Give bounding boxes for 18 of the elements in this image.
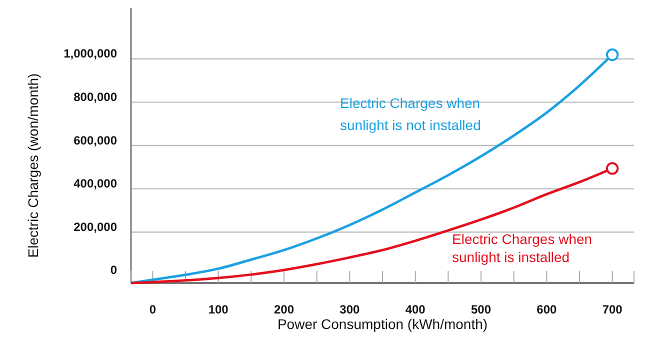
series-label: Electric Charges when sunlight is not installed <box>340 95 481 133</box>
x-tick-label: 100 <box>208 302 229 317</box>
y-axis-title: Electric Charges (won/month) <box>25 73 41 258</box>
x-tick-label: 200 <box>274 302 294 317</box>
x-axis-title: Power Consumption (kWh/month) <box>277 316 488 332</box>
y-tick-label: 200,000 <box>74 220 118 234</box>
y-tick-label: 600,000 <box>74 133 118 148</box>
series-label: Electric Charges when sunlight is installed <box>452 231 592 265</box>
x-tick-label: 600 <box>536 302 557 317</box>
x-tick-label: 700 <box>602 302 623 317</box>
x-tick-label: 500 <box>470 302 492 317</box>
y-tick-label: 400,000 <box>74 176 118 191</box>
y-tick-label: 0 <box>110 263 118 278</box>
y-tick-label: 800,000 <box>74 90 118 104</box>
y-tick-label: 1,000,000 <box>64 46 118 61</box>
x-tick-label: 0 <box>149 302 156 317</box>
x-tick-label: 300 <box>340 302 360 317</box>
x-tick-label: 400 <box>405 302 426 317</box>
